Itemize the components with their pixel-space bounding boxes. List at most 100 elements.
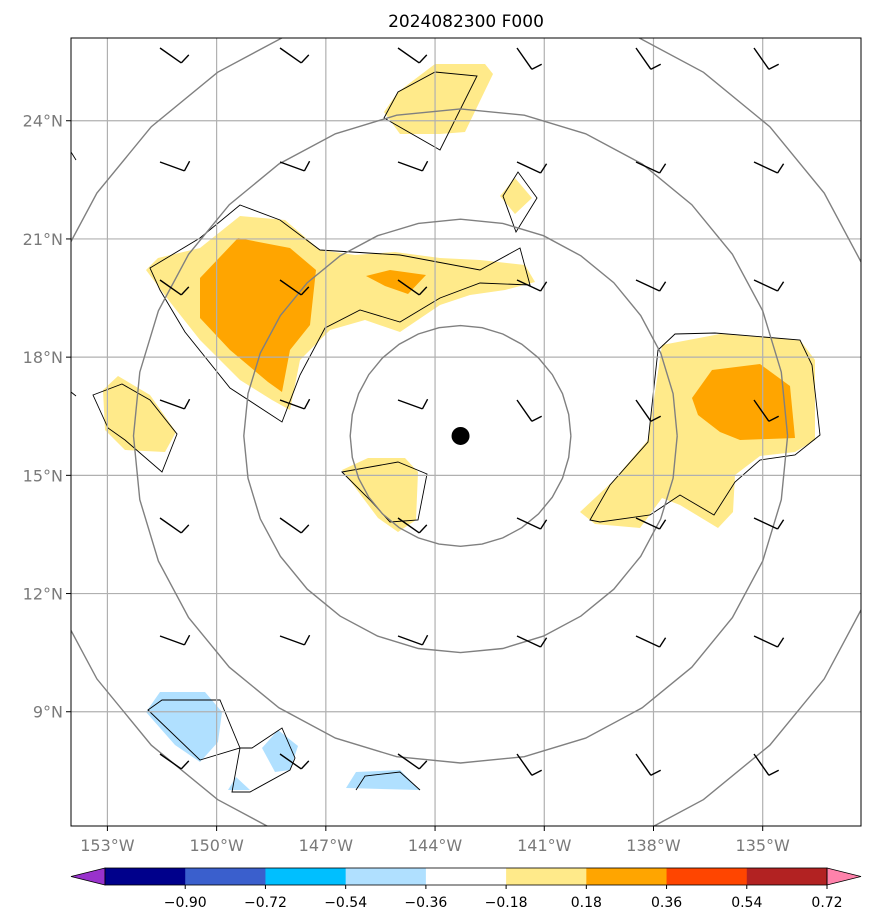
lon-tick-label: 147°W <box>299 836 354 855</box>
wind-barb <box>753 47 780 70</box>
lon-tick-label: 144°W <box>408 836 463 855</box>
wind-barb <box>279 634 311 646</box>
contour-line <box>92 383 178 473</box>
lon-tick-label: 135°W <box>736 836 791 855</box>
colorbar-label: 0.18 <box>571 895 602 911</box>
lon-tick-label: 150°W <box>189 836 244 855</box>
range-ring <box>349 324 572 548</box>
contour-line <box>589 332 821 523</box>
wind-barb <box>516 753 543 776</box>
contour-line <box>341 461 428 523</box>
colorbar-segment <box>586 868 668 885</box>
wind-barb <box>279 160 311 172</box>
light-blue-area <box>228 777 250 790</box>
wind-barb <box>753 161 785 174</box>
colorbar: −0.90 −0.72 −0.54 −0.36 −0.18 0.18 0.36 0.54 0.7… <box>70 867 862 911</box>
wind-barb <box>753 753 780 776</box>
colorbar-label: −0.90 <box>164 895 207 911</box>
lat-tick-label: 9°N <box>33 703 63 722</box>
light-blue-area <box>346 770 420 790</box>
plot-area <box>71 38 861 826</box>
range-rings <box>71 38 861 826</box>
colorbar-segment <box>506 868 587 885</box>
colorbar-segment <box>185 868 266 885</box>
wind-barb <box>159 398 191 410</box>
lon-tick-label: 153°W <box>80 836 135 855</box>
wind-barb <box>635 753 662 776</box>
colorbar-label: 0.54 <box>731 895 762 911</box>
wind-barb <box>635 635 667 648</box>
colorbar-extend-low <box>70 867 106 886</box>
wind-barb <box>753 279 785 292</box>
wind-barbs <box>159 47 785 776</box>
lat-tick-label: 24°N <box>23 112 63 131</box>
wind-barb <box>279 398 311 410</box>
wind-barb <box>397 753 428 770</box>
range-ring <box>71 38 861 826</box>
wind-barb <box>635 161 667 174</box>
contour-lines <box>71 71 821 793</box>
colorbar-segment <box>746 868 828 885</box>
wind-barb <box>753 635 785 648</box>
lat-tick-label: 15°N <box>23 466 63 485</box>
colorbar-label: −0.72 <box>244 895 287 911</box>
gridlines <box>71 38 861 826</box>
lat-tick-label: 12°N <box>23 585 63 604</box>
range-ring <box>132 108 789 764</box>
orange-area <box>366 270 426 294</box>
contour-line <box>383 71 478 151</box>
colorbar-segment <box>425 868 507 885</box>
wind-barb <box>635 399 662 422</box>
wind-barb <box>753 399 780 422</box>
wind-barb <box>279 517 310 534</box>
colorbar-frame <box>104 867 828 886</box>
longitude-tick-labels: 153°W 150°W 147°W 144°W 141°W 138°W 135°W <box>80 826 790 855</box>
contour-line <box>149 204 531 423</box>
shaded-negative-areas <box>146 692 420 790</box>
light-blue-area <box>146 692 222 762</box>
colorbar-extend-high <box>826 867 862 886</box>
light-yellow-area <box>384 64 493 134</box>
wind-barb <box>279 753 310 770</box>
latitude-tick-labels: 9°N 12°N 15°N 18°N 21°N 24°N <box>23 112 71 722</box>
colorbar-label: 0.72 <box>811 895 842 911</box>
colorbar-segment <box>345 868 427 885</box>
contour-line <box>71 151 77 161</box>
wind-barb <box>397 279 428 296</box>
wind-barb <box>516 279 548 292</box>
wind-barb <box>159 753 190 770</box>
lat-tick-label: 18°N <box>23 348 63 367</box>
wind-barb <box>397 517 428 534</box>
wind-barb <box>397 398 429 410</box>
colorbar-segment <box>105 868 186 885</box>
colorbar-segment <box>666 868 748 885</box>
wind-barb <box>279 279 310 296</box>
wind-barb <box>753 517 785 530</box>
light-yellow-area <box>103 376 176 452</box>
light-yellow-area <box>500 178 532 214</box>
map-title: 2024082300 F000 <box>388 12 544 32</box>
wind-barb <box>159 279 190 296</box>
wind-barb <box>159 47 190 64</box>
wind-barb <box>516 635 548 648</box>
wind-barb <box>635 279 667 292</box>
light-yellow-area <box>342 458 418 532</box>
colorbar-label: −0.18 <box>485 895 528 911</box>
plot-frame <box>70 37 862 827</box>
colorbar-segment <box>265 868 347 885</box>
lat-tick-label: 21°N <box>23 230 63 249</box>
orange-area <box>200 238 316 392</box>
wind-barb <box>516 517 548 530</box>
wind-barb <box>279 47 310 64</box>
wind-barb <box>397 634 429 646</box>
contour-line <box>147 699 296 793</box>
contour-line <box>71 391 77 397</box>
colorbar-label: −0.54 <box>324 895 367 911</box>
wind-barb <box>159 517 190 534</box>
colorbar-label: 0.36 <box>651 895 682 911</box>
colorbar-label: −0.36 <box>404 895 447 911</box>
lon-tick-label: 138°W <box>626 836 681 855</box>
wind-barb <box>159 160 191 172</box>
wind-barb <box>516 399 543 422</box>
storm-center-marker <box>451 426 470 445</box>
